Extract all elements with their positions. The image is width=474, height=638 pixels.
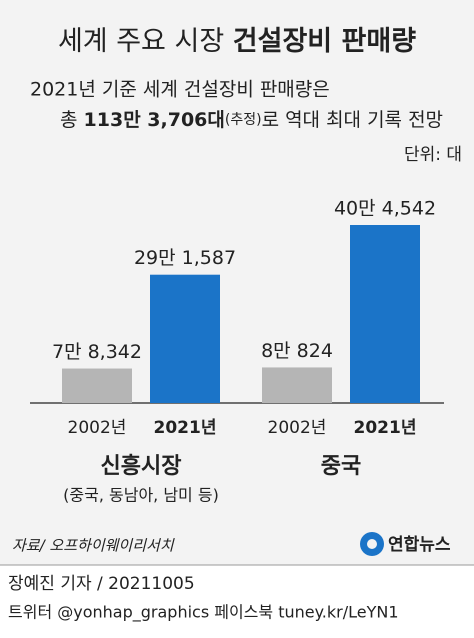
chart-title: 세계 주요 시장 건설장비 판매량 [58, 26, 416, 57]
bar [350, 225, 420, 403]
bar-year-label: 2002년 [268, 418, 327, 438]
subtitle: 2021년 기준 세계 건설장비 판매량은 [30, 79, 330, 101]
value-label: 8만 824 [261, 340, 333, 362]
subtitle-part: 113만 3,706대 [84, 109, 225, 131]
value-label: 29만 1,587 [134, 247, 236, 269]
unit-label: 단위: 대 [404, 145, 462, 165]
value-label: 7만 8,342 [52, 341, 142, 363]
bar [262, 367, 332, 403]
bar-year-label: 2021년 [154, 418, 217, 438]
title-part: 건설장비 판매량 [233, 26, 416, 57]
category-note: (중국, 동남아, 남미 등) [63, 486, 219, 505]
value-label: 40만 4,542 [334, 198, 436, 220]
bar [150, 274, 220, 403]
bar [62, 368, 132, 403]
title-part: 세계 주요 시장 [58, 26, 224, 57]
byline: 장예진 기자 / 20211005 [8, 574, 195, 594]
footer-background [0, 565, 474, 638]
subtitle-part: (추정) [225, 112, 262, 128]
logo-icon [367, 539, 377, 549]
category-label: 중국 [321, 454, 361, 479]
bar-year-label: 2002년 [68, 418, 127, 438]
subtitle-part: 총 [60, 109, 84, 131]
subtitle-part: 로 역대 최대 기록 전망 [262, 109, 443, 131]
source: 자료/ 오프하이웨이리서치 [12, 537, 175, 555]
logo: 연합뉴스 [388, 534, 451, 555]
social: 트위터 @yonhap_graphics 페이스북 tuney.kr/LeYN1 [8, 603, 399, 623]
subtitle: 총 113만 3,706대(추정)로 역대 최대 기록 전망 [60, 109, 443, 131]
bar-year-label: 2021년 [354, 418, 417, 438]
category-label: 신흥시장 [101, 454, 182, 479]
